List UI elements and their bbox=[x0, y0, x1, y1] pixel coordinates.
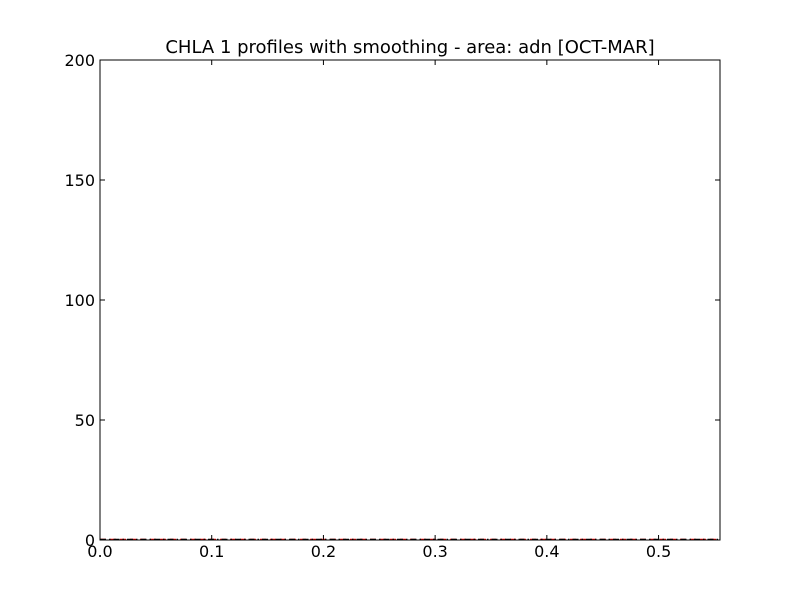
plot-area bbox=[100, 60, 720, 540]
x-tick-label: 0.5 bbox=[646, 542, 671, 561]
chart-title: CHLA 1 profiles with smoothing - area: a… bbox=[165, 37, 654, 58]
y-tick-label: 50 bbox=[75, 411, 95, 430]
x-tick-label: 0.0 bbox=[87, 542, 112, 561]
x-tick-label: 0.4 bbox=[534, 542, 559, 561]
x-tick-label: 0.2 bbox=[311, 542, 336, 561]
y-tick-label: 150 bbox=[64, 171, 95, 190]
x-tick-label: 0.3 bbox=[422, 542, 447, 561]
plot-frame bbox=[99, 59, 721, 541]
x-tick-label: 0.1 bbox=[199, 542, 224, 561]
y-tick-label: 0 bbox=[85, 531, 95, 550]
tick-layer: 0.0 0.1 0.2 0.3 0.4 0.5 0 50 100 150 200 bbox=[64, 51, 720, 561]
y-tick-label: 100 bbox=[64, 291, 95, 310]
y-tick-label: 200 bbox=[64, 51, 95, 70]
